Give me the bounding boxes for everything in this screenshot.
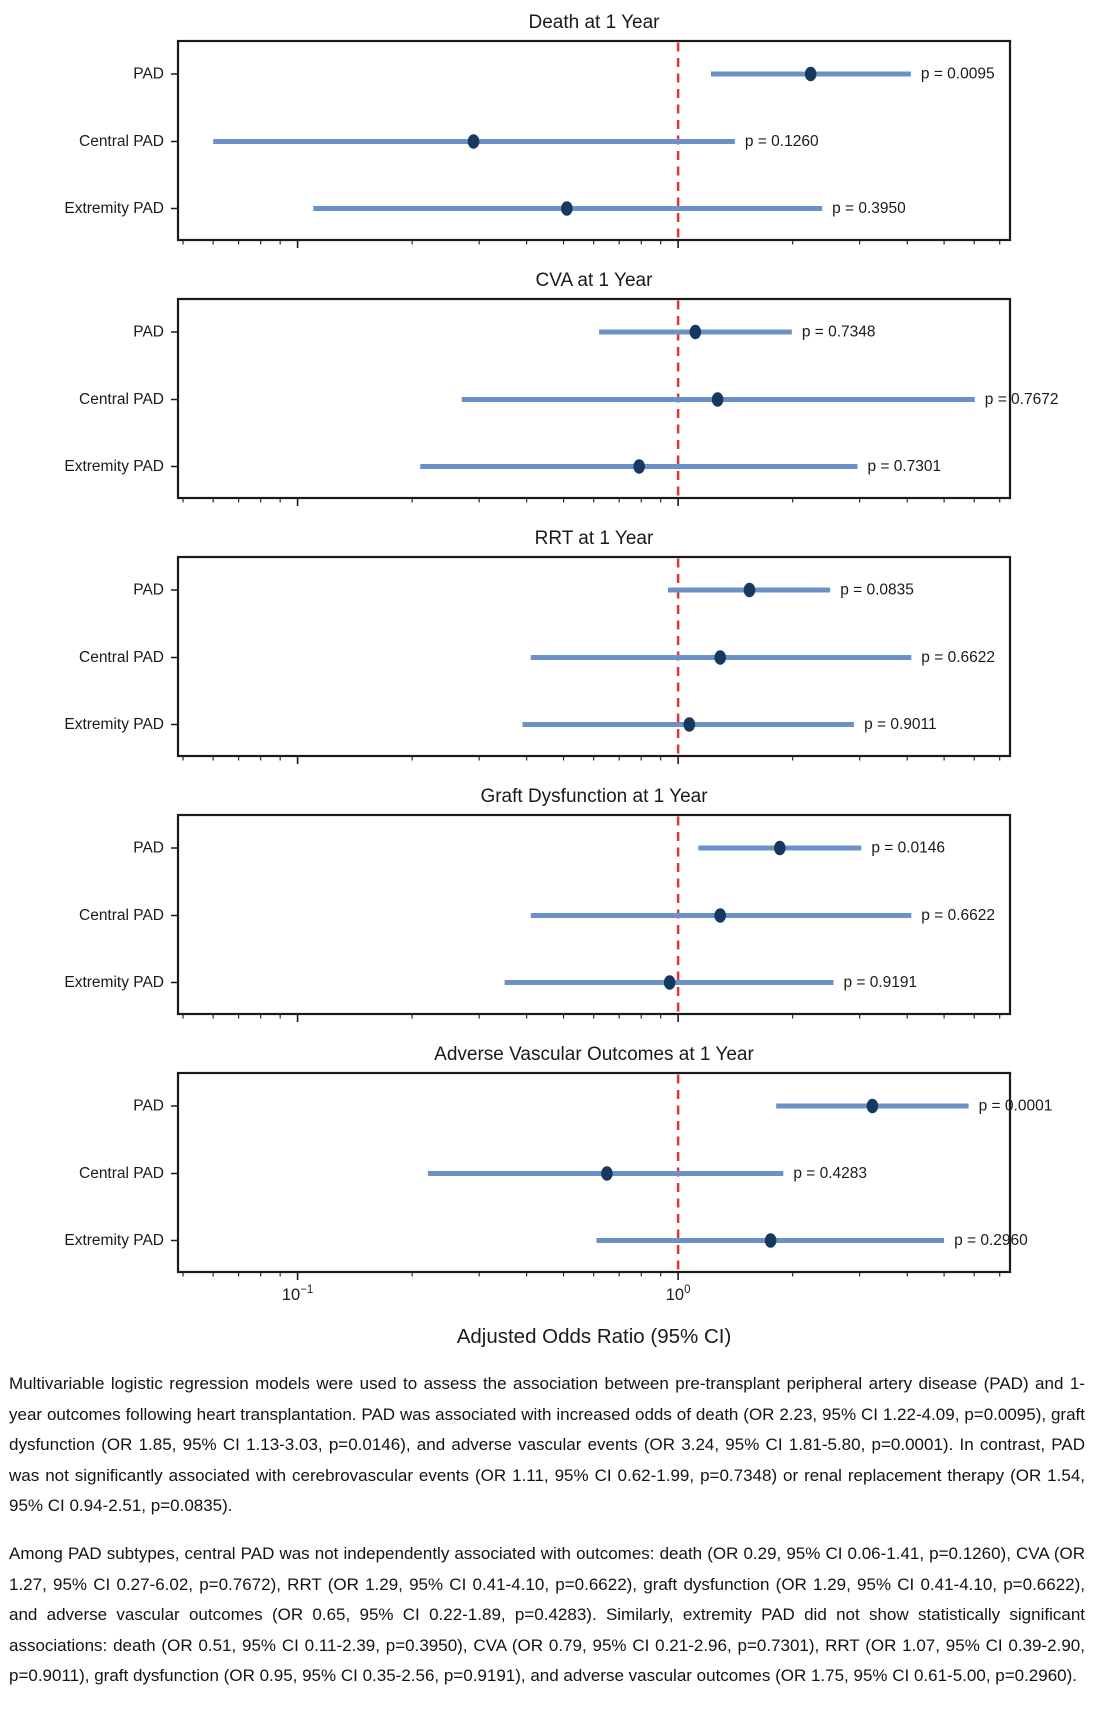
p-value-label: p = 0.0835 (840, 582, 914, 599)
panel-title: Death at 1 Year (529, 12, 661, 33)
p-value-label: p = 0.0095 (921, 66, 995, 83)
row-label: Extremity PAD (64, 1232, 164, 1249)
row-label: Extremity PAD (64, 458, 164, 475)
row-label: Central PAD (79, 907, 164, 924)
or-marker (714, 908, 726, 923)
p-value-label: p = 0.3950 (832, 200, 906, 217)
forest-plot-figure: Death at 1 Year PAD p = 0.0095 Central PAD p… (64, 12, 1058, 1348)
p-value-label: p = 0.6622 (921, 907, 995, 924)
or-marker (804, 66, 817, 82)
or-marker (773, 840, 786, 856)
row-label: PAD (133, 324, 164, 341)
caption-paragraph-2: Among PAD subtypes, central PAD was not … (9, 1543, 1085, 1686)
or-marker (467, 134, 480, 149)
row-label: PAD (133, 582, 164, 599)
panel-title: Adverse Vascular Outcomes at 1 Year (434, 1044, 754, 1065)
or-marker (561, 201, 573, 216)
figure-caption: Multivariable logistic regression models… (0, 1369, 1094, 1692)
panel-frame (176, 813, 1012, 1016)
x-tick-label: 100 (666, 1284, 691, 1304)
or-marker (663, 975, 676, 990)
panel-frame (176, 39, 1012, 242)
or-marker (764, 1233, 777, 1248)
row-label: Extremity PAD (64, 974, 164, 991)
p-value-label: p = 0.0001 (979, 1098, 1053, 1115)
p-value-label: p = 0.9011 (864, 716, 937, 733)
or-marker (866, 1098, 879, 1114)
p-value-label: p = 0.6622 (921, 649, 995, 666)
p-value-label: p = 0.9191 (843, 974, 917, 991)
row-label: Central PAD (79, 1165, 164, 1182)
p-value-label: p = 0.1260 (745, 133, 819, 150)
forest-plot-svg: Death at 1 Year PAD p = 0.0095 Central PAD p… (64, 12, 1058, 1348)
or-marker (633, 459, 645, 474)
or-marker (689, 324, 702, 340)
p-value-label: p = 0.4283 (793, 1165, 867, 1182)
row-label: PAD (133, 66, 164, 83)
or-marker (743, 582, 756, 598)
x-tick-label: 10−1 (282, 1284, 313, 1304)
or-marker (714, 650, 726, 665)
p-value-label: p = 0.7672 (985, 391, 1059, 408)
panel: Death at 1 Year PAD p = 0.0095 Central PAD p… (64, 12, 1012, 248)
row-label: PAD (133, 840, 164, 857)
caption-paragraph-1: Multivariable logistic regression models… (9, 1374, 1085, 1516)
panel-title: CVA at 1 Year (536, 270, 654, 291)
row-label: Central PAD (79, 649, 164, 666)
panel-frame (176, 555, 1012, 758)
p-value-label: p = 0.2960 (954, 1232, 1028, 1249)
row-label: PAD (133, 1098, 164, 1115)
panel: CVA at 1 Year PAD p = 0.7348 Central PAD p =… (64, 270, 1058, 506)
panel-title: Graft Dysfunction at 1 Year (480, 786, 708, 807)
p-value-label: p = 0.7301 (867, 458, 941, 475)
panel-frame (176, 1071, 1012, 1274)
panel-title: RRT at 1 Year (535, 528, 654, 549)
panel-frame (176, 297, 1012, 500)
row-label: Extremity PAD (64, 200, 164, 217)
row-label: Central PAD (79, 133, 164, 150)
panel: RRT at 1 Year PAD p = 0.0835 Central PAD p =… (64, 528, 1012, 764)
panel: Graft Dysfunction at 1 Year PAD p = 0.0146… (64, 786, 1012, 1022)
row-label: Central PAD (79, 391, 164, 408)
panel: Adverse Vascular Outcomes at 1 Year PAD p … (64, 1044, 1052, 1280)
or-marker (683, 717, 696, 732)
row-label: Extremity PAD (64, 716, 164, 733)
or-marker (711, 392, 724, 407)
p-value-label: p = 0.7348 (802, 324, 876, 341)
p-value-label: p = 0.0146 (871, 840, 945, 857)
x-axis-label: Adjusted Odds Ratio (95% CI) (457, 1325, 732, 1348)
or-marker (601, 1166, 613, 1181)
